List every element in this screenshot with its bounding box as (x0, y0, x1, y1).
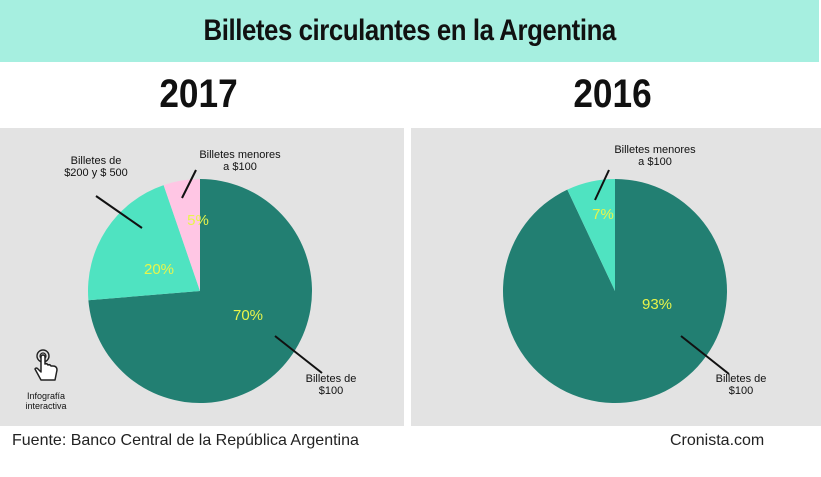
pie-slice-2016-billetes-menores-a-100 (567, 179, 615, 291)
interactive-badge[interactable]: Infografía interactiva (16, 348, 76, 411)
slice-label-line-2017-billetes-de-100-1: $100 (319, 385, 343, 397)
leader-line-2016-billetes-de-100 (680, 335, 730, 375)
slice-label-line-2017-billetes-de-200-y-500-0: Billetes de (71, 155, 122, 167)
slice-label-line-2016-billetes-de-100-1: $100 (729, 385, 753, 397)
title-banner: Billetes circulantes en la Argentina (0, 0, 819, 62)
slice-label-line-2016-billetes-de-100-0: Billetes de (716, 373, 767, 385)
leader-line-2016-billetes-menores-a-100 (594, 169, 610, 201)
chart-panel-2017: 70% Billetes de $100 20% Billetes de $200 y $… (0, 128, 404, 426)
interactive-label-line2: interactiva (25, 401, 67, 411)
data-label-2017-billetes-de-100: 70% (233, 307, 263, 324)
interactive-label-line1: Infografía (26, 391, 66, 401)
slice-label-line-2017-billetes-de-100-0: Billetes de (306, 373, 357, 385)
chart-panel-2016: 93% Billetes de $100 7% Billetes menores a $1… (411, 128, 821, 426)
slice-label-2016-billetes-de-100: Billetes de $100 (716, 373, 767, 397)
hand-pointer-icon[interactable] (31, 348, 61, 384)
data-label-2016-billetes-menores-a-100: 7% (592, 206, 614, 223)
pie-slice-2017-billetes-de-200-y-500 (88, 185, 200, 301)
slice-label-2017-billetes-menores-a-100: Billetes menores a $100 (199, 149, 281, 173)
data-label-2017-billetes-de-200-y-500: 20% (144, 261, 174, 278)
page-title: Billetes circulantes en la Argentina (203, 14, 616, 47)
pie-chart-2016[interactable]: 93% Billetes de $100 7% Billetes menores a $1… (411, 128, 821, 426)
slice-label-2016-billetes-menores-a-100: Billetes menores a $100 (614, 144, 696, 168)
leader-line-2017-billetes-de-100 (274, 335, 323, 374)
slice-label-line-2016-billetes-menores-a-100-0: Billetes menores (614, 144, 696, 156)
slice-label-2017-billetes-de-200-y-500: Billetes de $200 y $ 500 (64, 155, 128, 179)
credit-link[interactable]: Cronista.com (670, 432, 765, 449)
data-label-2016-billetes-de-100: 93% (642, 296, 672, 313)
slice-label-line-2017-billetes-menores-a-100-1: a $100 (223, 161, 257, 173)
pie-slice-2017-billetes-menores-a-100 (163, 179, 200, 291)
slice-label-2017-billetes-de-100: Billetes de $100 (306, 373, 357, 397)
leader-line-2017-billetes-de-200-y-500 (95, 195, 143, 229)
data-label-2017-billetes-menores-a-100: 5% (187, 212, 209, 229)
chart-title-2017: 2017 (159, 72, 238, 116)
pie-slice-2017-billetes-de-100 (88, 179, 312, 404)
source-note: Fuente: Banco Central de la República Ar… (12, 432, 359, 449)
leader-line-2017-billetes-menores-a-100 (181, 169, 197, 199)
chart-title-2016: 2016 (573, 72, 652, 116)
slice-label-line-2017-billetes-menores-a-100-0: Billetes menores (199, 149, 281, 161)
slice-label-line-2017-billetes-de-200-y-500-1: $200 y $ 500 (64, 167, 128, 179)
slice-label-line-2016-billetes-menores-a-100-1: a $100 (638, 156, 672, 168)
